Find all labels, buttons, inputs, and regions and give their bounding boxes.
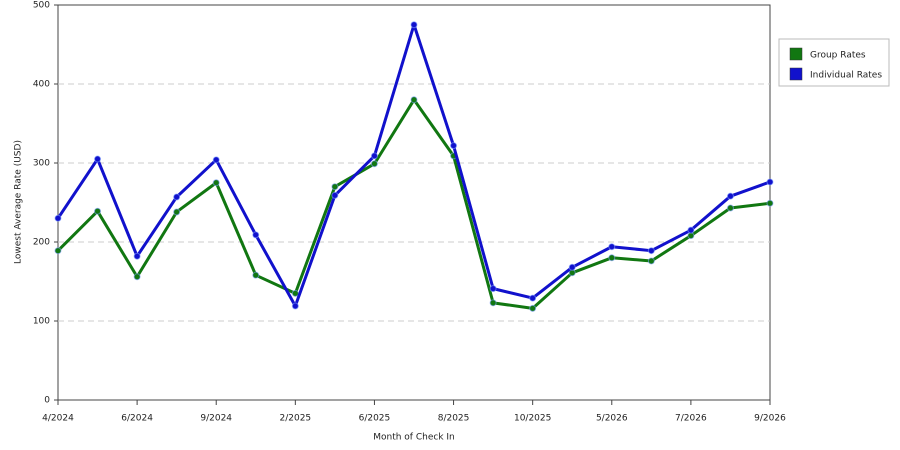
data-point: [568, 263, 576, 271]
data-point: [133, 273, 141, 281]
y-tick-label: 0: [44, 396, 50, 406]
data-point: [529, 304, 537, 312]
data-point: [252, 271, 260, 279]
x-tick-label: 8/2025: [438, 414, 470, 424]
data-point: [291, 302, 299, 310]
data-point: [450, 142, 458, 150]
data-point: [331, 191, 339, 199]
data-point: [410, 96, 418, 104]
data-point: [212, 179, 220, 187]
data-point: [608, 243, 616, 251]
data-point: [647, 257, 655, 265]
y-tick-label: 100: [33, 317, 50, 327]
data-point: [173, 208, 181, 216]
y-axis-label: Lowest Average Rate (USD): [14, 140, 24, 264]
data-point: [331, 183, 339, 191]
y-tick-label: 300: [33, 159, 50, 169]
data-point: [489, 299, 497, 307]
data-point: [54, 247, 62, 255]
x-tick-label: 6/2025: [359, 414, 391, 424]
data-point: [489, 285, 497, 293]
legend-swatch: [789, 47, 803, 61]
data-point: [687, 226, 695, 234]
data-point: [410, 21, 418, 29]
plot-frame: [57, 4, 771, 401]
data-point: [647, 247, 655, 255]
x-tick-label: 5/2026: [596, 414, 628, 424]
data-point: [766, 199, 774, 207]
data-point: [726, 204, 734, 212]
data-point: [766, 178, 774, 186]
legend-label: Individual Rates: [810, 71, 882, 81]
x-tick-label: 10/2025: [514, 414, 551, 424]
data-point: [94, 207, 102, 215]
data-point: [529, 294, 537, 302]
x-axis-label: Month of Check In: [373, 433, 455, 443]
data-point: [133, 252, 141, 260]
legend-label: Group Rates: [810, 51, 866, 61]
x-tick-label: 2/2025: [279, 414, 311, 424]
data-point: [252, 231, 260, 239]
data-point: [54, 214, 62, 222]
x-tick-label: 9/2024: [200, 414, 232, 424]
data-point: [608, 254, 616, 262]
data-point: [94, 155, 102, 163]
data-point: [212, 156, 220, 164]
data-point: [370, 160, 378, 168]
y-tick-label: 200: [33, 238, 50, 248]
y-tick-label: 400: [33, 80, 50, 90]
x-tick-label: 7/2026: [675, 414, 707, 424]
legend-swatch: [789, 67, 803, 81]
y-tick-label: 500: [33, 1, 50, 11]
x-tick-label: 4/2024: [42, 414, 74, 424]
data-point: [291, 289, 299, 297]
x-tick-label: 6/2024: [121, 414, 153, 424]
data-point: [173, 193, 181, 201]
x-tick-label: 9/2026: [754, 414, 786, 424]
data-point: [726, 192, 734, 200]
data-point: [370, 152, 378, 160]
